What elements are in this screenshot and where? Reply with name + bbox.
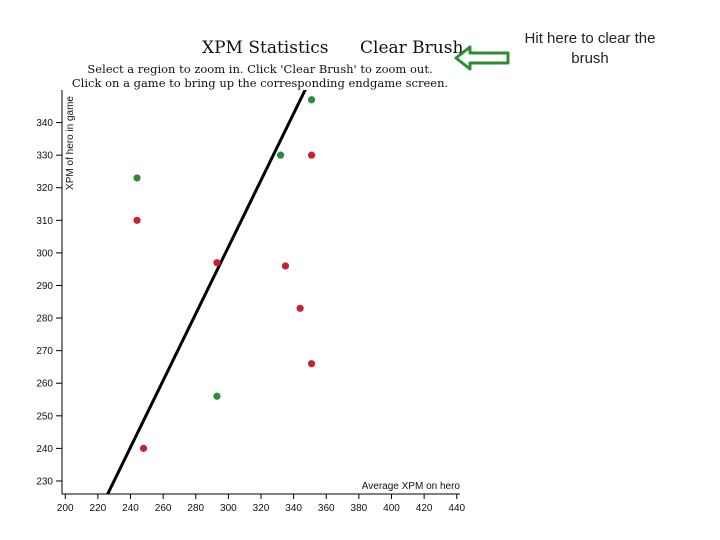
y-tick-label: 230 [36,476,53,487]
y-tick-label: 240 [36,444,53,455]
x-tick-label: 280 [187,503,204,514]
clear-brush-callout: Hit here to clear the brush [505,29,675,69]
x-tick-label: 320 [253,503,270,514]
x-tick-label: 400 [383,503,400,514]
y-tick-label: 290 [36,281,53,292]
y-axis-title: XPM of hero in game [65,96,76,190]
game-point-loss[interactable] [307,360,316,368]
game-point-loss[interactable] [296,304,304,312]
x-tick-label: 420 [416,503,433,514]
chart-title: XPM Statistics [202,38,329,58]
callout-line1: Hit here to clear the [524,30,656,47]
chart-subtitle-endgame: Click on a game to bring up the correspo… [71,76,449,90]
clear-brush-button[interactable]: Clear Brush [360,38,464,58]
game-point-win[interactable] [133,174,141,182]
game-point-loss[interactable] [307,151,316,159]
x-tick-label: 200 [57,503,74,514]
y-tick-label: 280 [36,314,53,325]
y-tick-label: 330 [36,151,53,162]
y-tick-label: 310 [36,216,53,227]
y-tick-label: 250 [36,411,53,422]
x-tick-label: 260 [155,503,172,514]
x-tick-label: 340 [285,503,302,514]
reference-line [106,90,307,494]
y-tick-label: 320 [36,183,53,194]
y-tick-label: 300 [36,248,53,259]
x-tick-label: 240 [122,503,139,514]
y-tick-label: 260 [36,379,53,390]
game-point-loss[interactable] [213,259,221,267]
y-tick-label: 270 [36,346,53,357]
y-tick-label: 340 [36,118,53,129]
game-point-win[interactable] [307,96,316,104]
game-point-loss[interactable] [139,444,148,452]
callout-line2: brush [571,50,609,67]
game-point-loss[interactable] [281,262,290,270]
x-tick-label: 360 [318,503,335,514]
x-axis-title: Average XPM on hero [362,481,461,492]
chart-subtitle-instructions: Select a region to zoom in. Click 'Clear… [87,62,433,76]
x-tick-label: 440 [448,503,465,514]
green-arrow-icon [454,45,510,71]
x-tick-label: 220 [90,503,107,514]
x-tick-label: 380 [351,503,368,514]
game-point-win[interactable] [213,392,221,400]
game-point-win[interactable] [276,151,285,159]
game-point-loss[interactable] [133,216,141,224]
x-tick-label: 300 [220,503,237,514]
